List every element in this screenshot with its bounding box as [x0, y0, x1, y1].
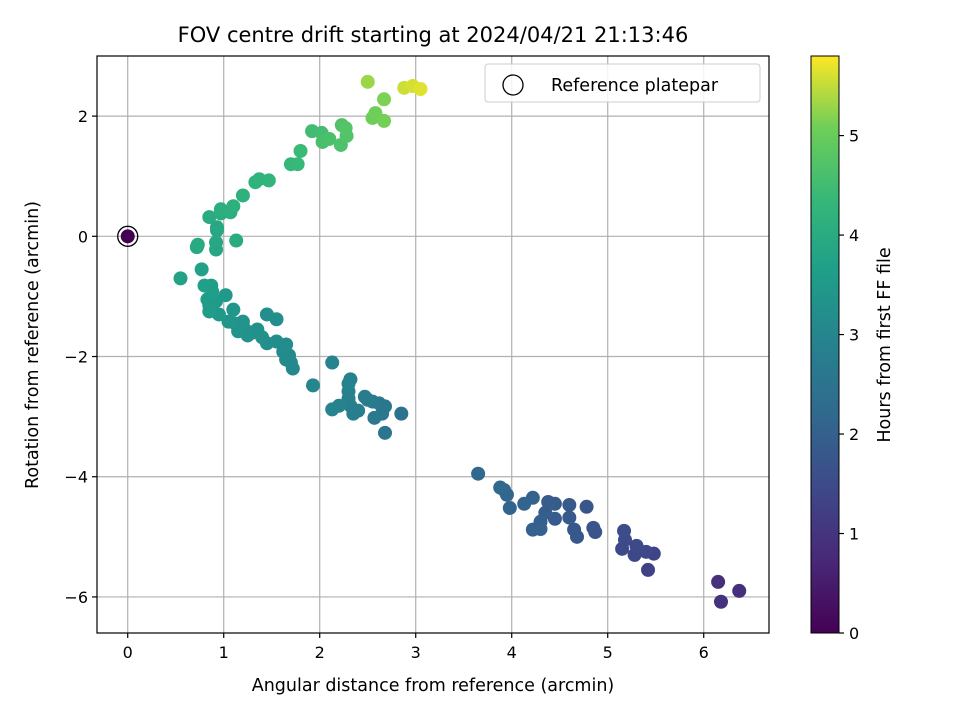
- chart-title: FOV centre drift starting at 2024/04/21 …: [178, 23, 689, 47]
- data-point: [173, 271, 188, 286]
- data-point: [306, 378, 320, 393]
- data-point: [502, 500, 517, 515]
- data-point: [525, 522, 540, 537]
- data-point: [567, 522, 582, 537]
- data-point: [471, 466, 486, 481]
- colorbar-tick-label: 4: [849, 226, 859, 245]
- data-point: [325, 402, 340, 417]
- data-point: [517, 496, 532, 511]
- data-point: [394, 406, 409, 421]
- colorbar-tick-label: 3: [849, 326, 859, 345]
- data-point: [579, 499, 594, 514]
- grid-lines: [97, 56, 769, 633]
- y-tick-label: 0: [78, 227, 88, 246]
- data-point: [641, 562, 656, 577]
- y-axis-label: Rotation from reference (arcmin): [23, 201, 43, 489]
- x-tick-label: 3: [411, 643, 421, 662]
- legend-marker: [502, 74, 524, 96]
- data-point: [290, 157, 305, 172]
- colorbar-tick-label: 0: [849, 624, 859, 643]
- data-point: [261, 173, 276, 188]
- data-point: [714, 594, 728, 609]
- reference-point: [120, 229, 135, 244]
- colorbar-ticks: 0 1 2 3 4 5: [839, 127, 859, 643]
- data-point: [367, 410, 382, 425]
- data-point: [209, 235, 224, 250]
- y-tick-label: −4: [64, 468, 88, 487]
- data-point: [377, 113, 392, 128]
- x-tick-label: 4: [507, 643, 517, 662]
- data-point: [562, 510, 577, 525]
- data-point: [357, 389, 372, 404]
- data-point: [259, 307, 274, 322]
- legend-box: [484, 63, 761, 103]
- plot-frame: [96, 55, 770, 634]
- data-point: [229, 233, 244, 248]
- data-point: [360, 74, 375, 89]
- colorbar-tick-label: 2: [849, 425, 859, 444]
- data-point: [338, 121, 353, 136]
- x-tick-label: 6: [699, 643, 709, 662]
- colorbar-gradient: [810, 55, 840, 634]
- colorbar-tick-label: 5: [849, 127, 859, 146]
- data-point: [293, 143, 308, 158]
- x-axis-ticks: 0 1 2 3 4 5 6: [123, 633, 709, 662]
- data-point: [194, 262, 209, 277]
- legend-label: Reference platepar: [551, 76, 719, 96]
- data-point: [493, 480, 508, 495]
- y-tick-label: −6: [64, 588, 88, 607]
- data-point: [235, 188, 250, 203]
- colorbar-label: Hours from first FF file: [875, 247, 895, 442]
- data-point: [562, 497, 577, 512]
- data-point: [711, 574, 726, 589]
- data-point: [377, 92, 392, 107]
- data-point: [413, 82, 428, 97]
- data-point: [226, 199, 241, 214]
- legend: Reference platepar: [484, 63, 761, 103]
- data-point: [210, 220, 224, 235]
- data-point: [615, 541, 630, 556]
- data-point: [226, 302, 241, 317]
- x-tick-label: 2: [315, 643, 325, 662]
- data-point: [202, 304, 217, 319]
- x-tick-label: 1: [219, 643, 229, 662]
- y-tick-label: −2: [64, 348, 88, 367]
- data-point: [586, 520, 601, 535]
- data-point: [629, 538, 644, 553]
- y-axis-ticks: −6 −4 −2 0 2: [64, 107, 97, 607]
- data-point: [732, 583, 747, 598]
- x-tick-label: 0: [123, 643, 133, 662]
- reference-ring: [117, 225, 139, 247]
- colorbar: 0 1 2 3 4 5 Hours from first FF file: [810, 55, 895, 643]
- data-point: [190, 237, 205, 252]
- data-point: [322, 131, 337, 146]
- data-point: [341, 376, 356, 391]
- data-points: [117, 74, 747, 609]
- data-point: [617, 523, 632, 538]
- x-tick-label: 5: [603, 643, 613, 662]
- data-point: [541, 494, 556, 509]
- data-point: [221, 314, 236, 329]
- x-axis-label: Angular distance from reference (arcmin): [252, 676, 615, 696]
- data-point: [197, 278, 212, 293]
- colorbar-tick-label: 1: [849, 525, 859, 544]
- data-point: [378, 425, 392, 440]
- data-point: [325, 355, 340, 370]
- data-point: [202, 210, 217, 225]
- y-tick-label: 2: [78, 107, 88, 126]
